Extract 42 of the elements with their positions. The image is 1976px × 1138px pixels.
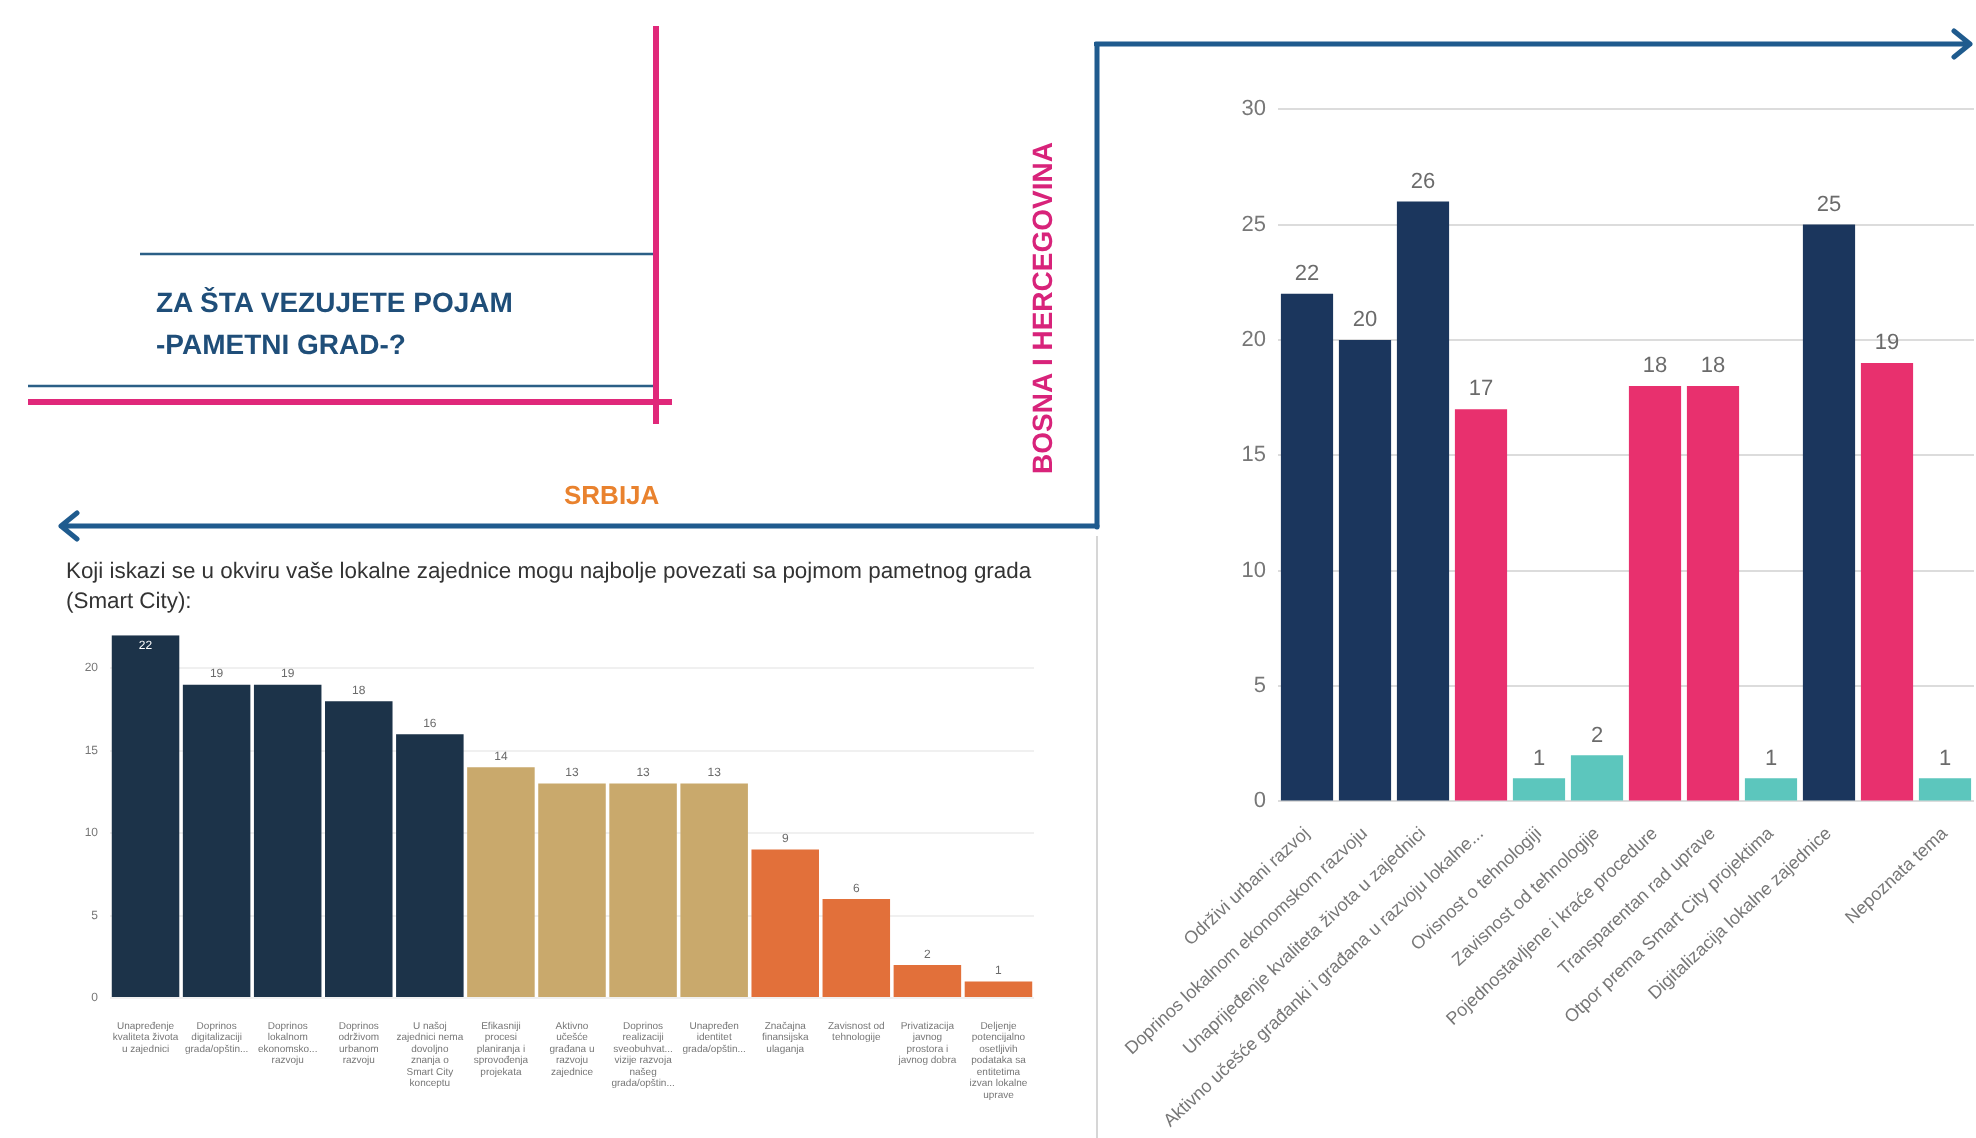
bar	[1338, 339, 1392, 801]
y-tick-label: 15	[1241, 443, 1266, 468]
bar	[1280, 293, 1334, 801]
chart-subtitle: Koji iskazi se u okviru vaše lokalne zajednice mogu najbolje povezati sa pojmom pametnog grada (Smart City):	[66, 558, 1034, 618]
y-tick-label: 30	[1241, 97, 1266, 122]
chart-title: SRBIJA	[564, 480, 660, 510]
bar	[1454, 409, 1508, 801]
data-label: 18	[1642, 354, 1668, 379]
y-tick-label: 10	[1241, 558, 1266, 583]
data-label: 26	[1410, 169, 1436, 194]
bar	[1396, 201, 1450, 801]
bar	[1744, 778, 1798, 801]
data-label: 1	[1938, 746, 1952, 771]
data-label: 1	[1764, 746, 1778, 771]
bar	[893, 965, 962, 997]
data-label: 1	[1532, 746, 1546, 771]
data-label: 22	[1294, 262, 1320, 287]
data-label: 2	[1590, 723, 1604, 748]
data-label: 18	[1700, 354, 1726, 379]
data-label: 20	[1352, 308, 1378, 333]
text: ZA ŠTA VEZUJETE POJAM -PAMETNI GRAD-?	[156, 284, 515, 364]
bar	[751, 849, 819, 997]
bar	[111, 635, 180, 997]
bar	[253, 684, 322, 997]
y-tick-label: 25	[1241, 212, 1266, 237]
bar	[822, 899, 891, 997]
bar	[1686, 386, 1740, 801]
data-label: 25	[1816, 192, 1842, 217]
bar	[1512, 778, 1566, 801]
bar	[1570, 755, 1624, 801]
y-tick-label: 5	[1253, 674, 1266, 699]
data-label: 17	[1468, 377, 1494, 402]
bar	[1918, 778, 1972, 801]
bar	[1628, 386, 1682, 801]
bar	[1802, 224, 1856, 801]
y-tick-label: 0	[1253, 789, 1266, 814]
bar	[1860, 363, 1914, 801]
data-label: 19	[1874, 331, 1900, 356]
y-tick-label: 20	[1241, 328, 1266, 353]
bar	[182, 684, 251, 997]
bar	[964, 981, 1033, 997]
text: BOSNA I HERCEGOVINA	[1026, 142, 1058, 474]
